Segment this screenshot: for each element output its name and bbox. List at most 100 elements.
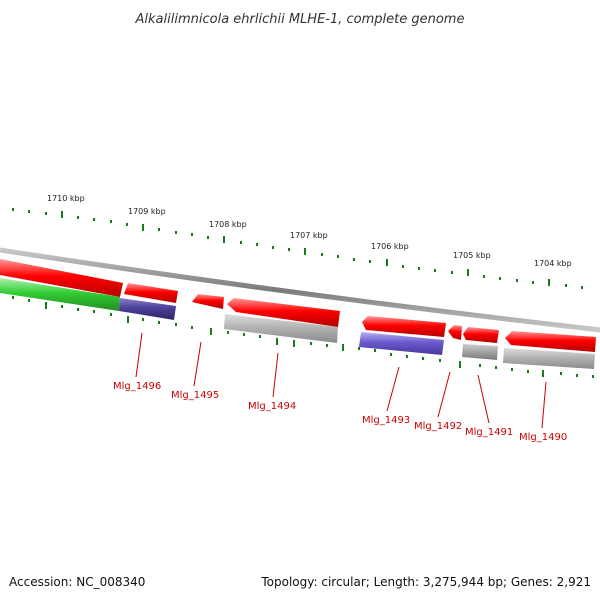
scale-dot — [110, 220, 112, 223]
scale-dot — [142, 318, 144, 321]
scale-tick — [467, 269, 469, 276]
scale-dot — [175, 231, 177, 234]
scale-dot — [310, 342, 312, 345]
scale-dot — [592, 375, 594, 378]
reverse-strand — [0, 278, 595, 369]
scale-tick — [342, 344, 344, 351]
scale-dot — [12, 208, 14, 211]
scale-dot — [158, 228, 160, 231]
scale-dot — [406, 355, 408, 358]
forward-strand — [0, 259, 596, 352]
scale-tick — [304, 248, 306, 255]
scale-tick — [548, 279, 550, 286]
leader-line — [193, 341, 202, 387]
scale-labels: 1710 kbp 1709 kbp 1708 kbp 1707 kbp 1706… — [47, 194, 572, 268]
gene-label-mlg1494[interactable]: Mlg_1494 — [248, 401, 296, 412]
scale-tick — [127, 316, 129, 323]
scale-dot — [479, 364, 481, 367]
scale-dot — [93, 310, 95, 313]
lower-scale — [12, 296, 594, 378]
gene-label-mlg1492[interactable]: Mlg_1492 — [414, 421, 462, 432]
scale-tick — [386, 259, 388, 266]
cds-arrow — [505, 331, 596, 352]
gene-label-mlg1496[interactable]: Mlg_1496 — [113, 381, 161, 392]
leader-line — [386, 366, 400, 412]
gene-label-mlg1495[interactable]: Mlg_1495 — [171, 390, 219, 401]
scale-dot — [12, 296, 14, 299]
scale-dot — [374, 349, 376, 352]
scale-tick — [293, 340, 295, 347]
scale-dot — [77, 308, 79, 311]
scale-dot — [207, 236, 209, 239]
scale-dot — [422, 357, 424, 360]
scale-dot — [434, 269, 436, 272]
scale-dot — [110, 313, 112, 316]
scale-dot — [516, 279, 518, 282]
gene-feature-mlg1490 — [503, 348, 595, 369]
scale-dot — [511, 368, 513, 371]
scale-dot — [191, 233, 193, 236]
genome-backbone — [0, 247, 600, 333]
scale-dot — [240, 241, 242, 244]
leader-line — [541, 381, 547, 429]
gene-label-mlg1490[interactable]: Mlg_1490 — [519, 432, 567, 443]
genome-summary-text: Topology: circular; Length: 3,275,944 bp… — [260, 575, 591, 589]
scale-dot — [243, 333, 245, 336]
kbp-label: 1705 kbp — [453, 251, 491, 260]
scale-dot — [326, 344, 328, 347]
cds-arrow — [192, 294, 224, 309]
scale-dot — [565, 284, 567, 287]
scale-dot — [527, 370, 529, 373]
leader-line — [437, 371, 451, 418]
kbp-label: 1710 kbp — [47, 194, 85, 203]
scale-dot — [581, 286, 583, 289]
scale-dot — [402, 265, 404, 268]
gene-feature-mlg1494 — [224, 314, 338, 343]
gene-label-mlg1491[interactable]: Mlg_1491 — [465, 427, 513, 438]
scale-dot — [495, 366, 497, 369]
scale-dot — [532, 281, 534, 284]
scale-dot — [158, 321, 160, 324]
scale-dot — [256, 243, 258, 246]
gc-feature — [0, 278, 120, 311]
gene-leaders — [135, 332, 547, 429]
scale-dot — [353, 258, 355, 261]
scale-tick — [142, 224, 144, 231]
genome-title: Alkalilimnicola ehrlichii MLHE-1, comple… — [135, 12, 465, 27]
scale-tick — [45, 302, 47, 309]
cds-arrow — [124, 283, 178, 303]
scale-dot — [259, 335, 261, 338]
gene-feature-mlg1493 — [359, 332, 444, 355]
scale-dot — [272, 246, 274, 249]
scale-tick — [276, 338, 278, 345]
gene-label-mlg1493[interactable]: Mlg_1493 — [362, 415, 410, 426]
scale-dot — [390, 353, 392, 356]
scale-dot — [560, 372, 562, 375]
scale-dot — [175, 323, 177, 326]
scale-tick — [61, 211, 63, 218]
scale-dot — [28, 299, 30, 302]
leader-line — [477, 374, 490, 424]
scale-dot — [439, 359, 441, 362]
scale-dot — [45, 212, 47, 215]
scale-dot — [483, 275, 485, 278]
scale-dot — [28, 210, 30, 213]
scale-dot — [93, 218, 95, 221]
gene-feature-mlg1491 — [462, 344, 498, 360]
kbp-label: 1709 kbp — [128, 207, 166, 216]
kbp-label: 1707 kbp — [290, 231, 328, 240]
scale-dot — [126, 223, 128, 226]
gene-labels: Mlg_1496 Mlg_1495 Mlg_1494 Mlg_1493 Mlg_… — [113, 381, 567, 443]
scale-dot — [61, 305, 63, 308]
upper-scale — [12, 208, 583, 289]
scale-tick — [223, 236, 225, 243]
cds-arrow — [0, 259, 123, 297]
scale-dot — [369, 260, 371, 263]
scale-dot — [451, 271, 453, 274]
scale-tick — [210, 328, 212, 335]
cds-arrow — [362, 316, 446, 337]
leader-line — [135, 332, 143, 378]
accession-text: Accession: NC_008340 — [9, 575, 145, 589]
scale-dot — [77, 216, 79, 219]
